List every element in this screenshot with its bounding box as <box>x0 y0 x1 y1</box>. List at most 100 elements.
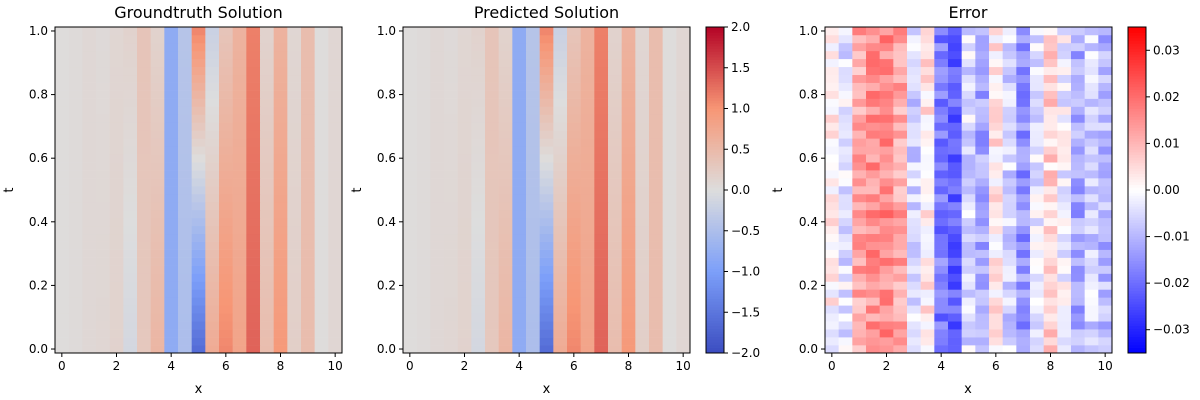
colorbar-segment <box>1128 108 1146 112</box>
heatmap-cell <box>907 34 921 44</box>
heatmap-cell <box>662 233 677 242</box>
heatmap-cell <box>975 265 990 274</box>
heatmap-cell <box>594 281 609 290</box>
heatmap-cell <box>137 249 151 258</box>
heatmap-cell <box>512 217 527 227</box>
heatmap-cell <box>594 170 609 179</box>
heatmap-cell <box>109 289 124 298</box>
heatmap-cell <box>82 34 97 44</box>
heatmap-cell <box>852 106 867 115</box>
colorbar-segment <box>706 290 724 294</box>
heatmap-cell <box>989 178 1003 187</box>
heatmap-cell <box>1043 162 1058 171</box>
heatmap-cell <box>961 329 976 338</box>
heatmap-cell <box>526 241 540 250</box>
heatmap-cell <box>444 74 458 83</box>
heatmap-cell <box>246 90 261 99</box>
heatmap-cell <box>96 74 110 83</box>
heatmap-cell <box>975 201 990 211</box>
heatmap-cell <box>948 114 962 123</box>
heatmap-cell <box>301 201 315 211</box>
heatmap-cell <box>1057 138 1072 147</box>
heatmap-cell <box>191 305 206 314</box>
heatmap-cell <box>649 249 663 258</box>
heatmap-cell <box>920 74 935 83</box>
heatmap-cell <box>1043 146 1058 155</box>
heatmap-cell <box>539 193 554 203</box>
heatmap-cell <box>553 297 568 306</box>
heatmap-cell <box>948 305 962 314</box>
heatmap-cell <box>191 138 206 147</box>
heatmap-cell <box>539 289 554 298</box>
heatmap-cell <box>96 313 110 322</box>
heatmap-cell <box>96 249 110 258</box>
heatmap-cell <box>82 345 97 354</box>
heatmap-cell <box>191 273 206 282</box>
heatmap-cell <box>934 98 949 107</box>
heatmap-cell <box>273 241 288 250</box>
heatmap-cell <box>219 90 233 99</box>
heatmap-cell <box>82 154 97 163</box>
heatmap-cell <box>137 66 151 76</box>
heatmap-cell <box>1057 66 1072 76</box>
colorbar-segment <box>1128 238 1146 243</box>
colorbar-segment <box>706 268 724 272</box>
heatmap-cell <box>498 273 513 282</box>
heatmap-cell <box>109 82 124 91</box>
heatmap-cell <box>123 201 138 211</box>
heatmap-cell <box>1016 146 1031 155</box>
heatmap-cell <box>444 34 458 44</box>
heatmap-cell <box>1084 193 1099 203</box>
heatmap-cell <box>416 345 431 354</box>
heatmap-cell <box>1084 337 1099 346</box>
heatmap-cell <box>82 50 97 60</box>
heatmap-cell <box>825 130 839 139</box>
heatmap-cell <box>567 98 581 107</box>
heatmap-cell <box>1071 233 1085 242</box>
heatmap-cell <box>219 162 233 171</box>
heatmap-cell <box>109 66 124 76</box>
heatmap-cell <box>498 297 513 306</box>
heatmap-cell <box>444 313 458 322</box>
heatmap-cell <box>96 305 110 314</box>
heatmap-cell <box>526 27 540 36</box>
heatmap-cell <box>457 98 472 107</box>
heatmap-cell <box>205 305 220 314</box>
heatmap-cell <box>975 281 990 290</box>
heatmap-cell <box>1043 90 1058 99</box>
heatmap-cell <box>948 146 962 155</box>
heatmap-cell <box>328 249 343 258</box>
x-tick-label: 0 <box>406 359 414 373</box>
heatmap-cell <box>68 178 83 187</box>
colorbar-segment <box>706 151 724 156</box>
heatmap-cell <box>1030 122 1044 131</box>
heatmap-cell <box>485 162 499 171</box>
colorbar-segment <box>706 48 724 52</box>
heatmap-cell <box>137 114 151 123</box>
heatmap-cell <box>879 34 894 44</box>
heatmap-cell <box>328 217 343 227</box>
heatmap-cell <box>1030 273 1044 282</box>
heatmap-cell <box>649 122 663 131</box>
heatmap-cell <box>1016 122 1031 131</box>
heatmap-cell <box>1016 138 1031 147</box>
heatmap-cell <box>314 154 329 163</box>
heatmap-cell <box>109 138 124 147</box>
heatmap-cell <box>948 122 962 131</box>
heatmap-cell <box>457 146 472 155</box>
heatmap-cell <box>608 265 622 274</box>
heatmap-cell <box>1071 186 1085 195</box>
heatmap-cell <box>485 289 499 298</box>
heatmap-cell <box>191 90 206 99</box>
heatmap-cell <box>975 114 990 123</box>
heatmap-cell <box>580 321 595 330</box>
heatmap-cell <box>649 146 663 155</box>
heatmap-cell <box>526 217 540 227</box>
heatmap-cell <box>471 289 486 298</box>
heatmap-cell <box>1002 50 1017 60</box>
heatmap-cell <box>526 329 540 338</box>
heatmap-cell <box>260 305 274 314</box>
heatmap-cell <box>512 50 527 60</box>
heatmap-cell <box>471 337 486 346</box>
heatmap-cell <box>539 241 554 250</box>
